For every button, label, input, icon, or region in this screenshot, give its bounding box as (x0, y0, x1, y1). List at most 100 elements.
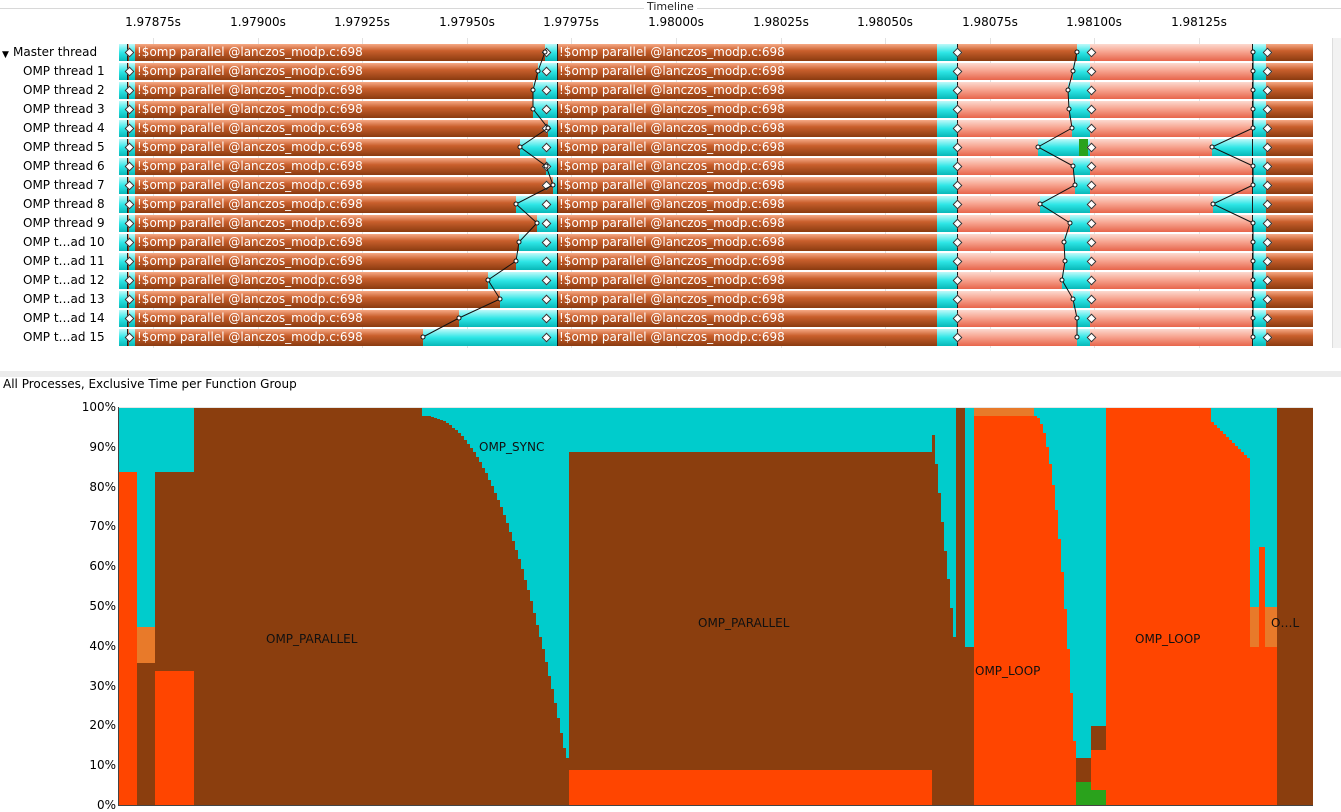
omp-sync-segment[interactable] (1253, 82, 1266, 99)
omp-sync-segment[interactable] (1253, 329, 1266, 346)
thread-row[interactable]: !$omp parallel @lanczos_modp.c:698 !$omp … (119, 234, 1313, 251)
omp-parallel-segment[interactable] (1266, 272, 1313, 289)
thread-row[interactable]: !$omp parallel @lanczos_modp.c:698 !$omp … (119, 139, 1313, 156)
omp-loop-segment[interactable] (957, 82, 1068, 99)
omp-sync-segment[interactable] (937, 272, 957, 289)
omp-loop-segment[interactable] (957, 329, 1077, 346)
omp-parallel-segment[interactable] (557, 253, 957, 270)
omp-sync-segment[interactable] (937, 253, 957, 270)
omp-parallel-segment[interactable] (557, 196, 957, 213)
omp-parallel-segment[interactable] (1266, 234, 1313, 251)
omp-parallel-segment[interactable] (557, 120, 957, 137)
omp-sync-segment[interactable] (937, 196, 957, 213)
omp-sync-segment[interactable] (119, 253, 127, 270)
thread-row[interactable]: !$omp parallel @lanczos_modp.c:698 !$omp … (119, 63, 1313, 80)
omp-sync-segment[interactable] (1253, 215, 1266, 232)
thread-label[interactable]: OMP t…ad 13 (23, 292, 105, 306)
omp-sync-segment[interactable] (1077, 44, 1090, 61)
omp-loop-segment[interactable] (1090, 329, 1253, 346)
omp-loop-segment[interactable] (957, 291, 1073, 308)
omp-loop-segment[interactable] (957, 177, 1075, 194)
omp-parallel-segment[interactable] (1266, 177, 1313, 194)
thread-label[interactable]: OMP thread 1 (23, 64, 105, 78)
omp-loop-segment[interactable] (1090, 215, 1253, 232)
omp-loop-segment[interactable] (1090, 139, 1212, 156)
omp-loop-segment[interactable] (957, 215, 1070, 232)
omp-sync-segment[interactable] (937, 291, 957, 308)
omp-parallel-segment[interactable] (135, 272, 488, 289)
thread-row[interactable]: !$omp parallel @lanczos_modp.c:698 !$omp … (119, 291, 1313, 308)
thread-label[interactable]: OMP t…ad 11 (23, 254, 105, 268)
omp-loop-segment[interactable] (1090, 158, 1253, 175)
thread-row[interactable]: !$omp parallel @lanczos_modp.c:698 !$omp … (119, 82, 1313, 99)
omp-loop-segment[interactable] (1090, 234, 1253, 251)
omp-sync-segment[interactable] (937, 120, 957, 137)
omp-sync-segment[interactable] (119, 101, 127, 118)
omp-parallel-segment[interactable] (557, 215, 957, 232)
omp-parallel-segment[interactable] (557, 272, 957, 289)
omp-parallel-segment[interactable] (557, 329, 957, 346)
omp-parallel-segment[interactable] (557, 44, 957, 61)
omp-loop-segment[interactable] (957, 253, 1065, 270)
omp-sync-segment[interactable] (1212, 139, 1266, 156)
thread-row[interactable]: !$omp parallel @lanczos_modp.c:698 !$omp … (119, 272, 1313, 289)
omp-parallel-segment[interactable] (557, 101, 957, 118)
omp-sync-segment[interactable] (1253, 158, 1266, 175)
thread-row[interactable]: !$omp parallel @lanczos_modp.c:698 !$omp … (119, 158, 1313, 175)
omp-sync-segment[interactable] (119, 196, 127, 213)
omp-sync-segment[interactable] (119, 215, 127, 232)
omp-sync-segment[interactable] (1253, 63, 1266, 80)
omp-parallel-segment[interactable] (957, 44, 1077, 61)
omp-loop-segment[interactable] (957, 158, 1073, 175)
omp-sync-segment[interactable] (937, 177, 957, 194)
thread-label[interactable]: OMP t…ad 10 (23, 235, 105, 249)
omp-loop-segment[interactable] (1090, 82, 1253, 99)
omp-sync-segment[interactable] (119, 310, 127, 327)
omp-parallel-segment[interactable] (557, 310, 957, 327)
thread-row[interactable]: !$omp parallel @lanczos_modp.c:698 !$omp … (119, 177, 1313, 194)
omp-sync-segment[interactable] (937, 158, 957, 175)
omp-loop-segment[interactable] (957, 310, 1077, 327)
thread-label[interactable]: OMP thread 5 (23, 140, 105, 154)
omp-loop-segment[interactable] (1090, 101, 1253, 118)
omp-sync-segment[interactable] (119, 158, 127, 175)
omp-loop-segment[interactable] (1090, 44, 1253, 61)
thread-row[interactable]: !$omp parallel @lanczos_modp.c:698 !$omp … (119, 215, 1313, 232)
omp-loop-segment[interactable] (1090, 196, 1213, 213)
omp-parallel-segment[interactable] (1266, 253, 1313, 270)
omp-loop-segment[interactable] (1090, 272, 1253, 289)
thread-label[interactable]: OMP thread 8 (23, 197, 105, 211)
omp-parallel-segment[interactable] (1266, 310, 1313, 327)
omp-sync-segment[interactable] (119, 177, 127, 194)
omp-parallel-segment[interactable] (557, 234, 957, 251)
omp-sync-segment[interactable] (1040, 196, 1090, 213)
omp-sync-segment[interactable] (1253, 291, 1266, 308)
omp-sync-segment[interactable] (937, 310, 957, 327)
omp-sync-segment[interactable] (1253, 101, 1266, 118)
thread-label[interactable]: OMP thread 7 (23, 178, 105, 192)
omp-parallel-segment[interactable] (1266, 63, 1313, 80)
omp-sync-segment[interactable] (1075, 177, 1090, 194)
timeline-vertical-scrollbar[interactable] (1332, 38, 1341, 348)
thread-row[interactable]: !$omp parallel @lanczos_modp.c:698 !$omp … (119, 196, 1313, 213)
omp-parallel-segment[interactable] (1266, 291, 1313, 308)
omp-parallel-segment[interactable] (1266, 139, 1313, 156)
omp-parallel-segment[interactable] (1266, 196, 1313, 213)
omp-loop-segment[interactable] (957, 139, 1038, 156)
omp-parallel-segment[interactable] (1266, 215, 1313, 232)
thread-row[interactable]: !$omp parallel @lanczos_modp.c:698 !$omp … (119, 44, 1313, 61)
green-segment[interactable] (1079, 139, 1088, 156)
omp-sync-segment[interactable] (1253, 234, 1266, 251)
omp-parallel-segment[interactable] (135, 291, 500, 308)
omp-loop-segment[interactable] (1090, 310, 1253, 327)
thread-row[interactable]: !$omp parallel @lanczos_modp.c:698 !$omp … (119, 253, 1313, 270)
omp-parallel-segment[interactable] (1266, 120, 1313, 137)
omp-loop-segment[interactable] (1090, 177, 1253, 194)
omp-sync-segment[interactable] (119, 329, 127, 346)
omp-loop-segment[interactable] (1090, 120, 1253, 137)
omp-sync-segment[interactable] (937, 63, 957, 80)
omp-sync-segment[interactable] (937, 215, 957, 232)
omp-sync-segment[interactable] (1253, 44, 1266, 61)
omp-parallel-segment[interactable] (557, 177, 957, 194)
omp-loop-segment[interactable] (1090, 253, 1253, 270)
